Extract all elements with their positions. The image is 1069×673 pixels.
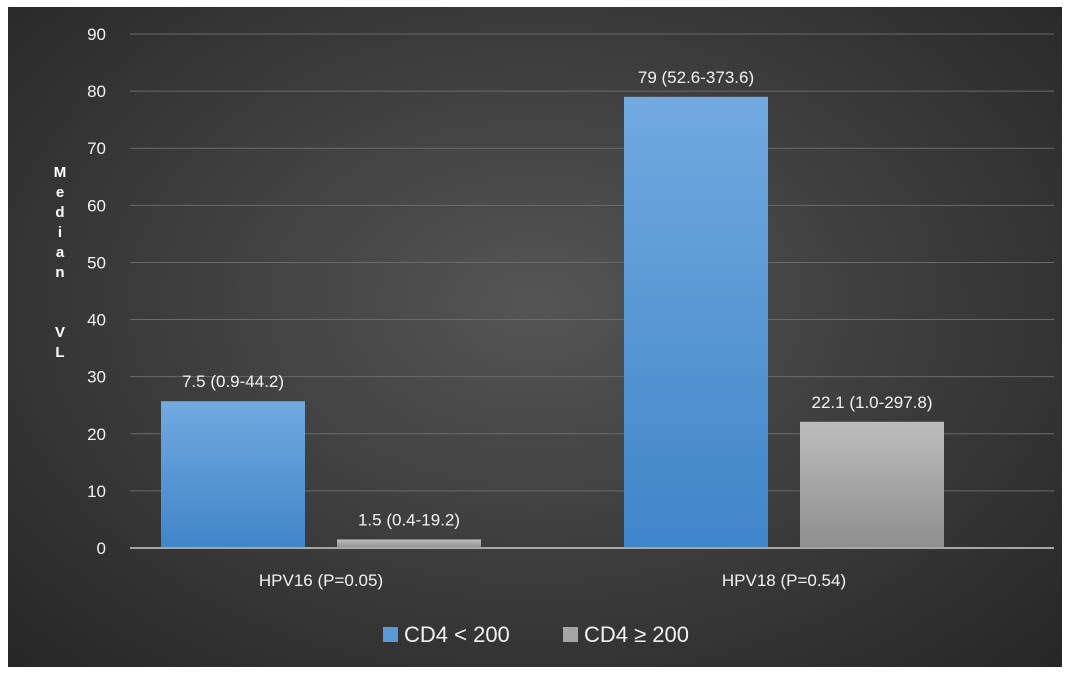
- legend-label: CD4 ≥ 200: [584, 622, 689, 647]
- y-axis-ticks: 0 10 20 30 40 50 60 70 80 90: [87, 25, 106, 558]
- bar: [161, 401, 305, 548]
- x-tick-label: HPV18 (P=0.54): [722, 571, 846, 590]
- x-tick-label: HPV16 (P=0.05): [259, 571, 383, 590]
- y-axis-title-letter: a: [56, 244, 65, 261]
- y-axis-title-letter: L: [55, 344, 64, 361]
- y-tick-label: 50: [87, 253, 106, 272]
- y-tick-label: 60: [87, 196, 106, 215]
- y-tick-label: 40: [87, 311, 106, 330]
- y-axis-title-letter: d: [55, 204, 64, 221]
- bar-data-label: 22.1 (1.0-297.8): [812, 393, 933, 412]
- y-axis-title-letter: M: [54, 164, 67, 181]
- legend-label: CD4 < 200: [404, 622, 510, 647]
- y-tick-label: 30: [87, 368, 106, 387]
- y-axis-title-letter: e: [56, 184, 64, 201]
- y-axis-title-letter: V: [55, 324, 65, 341]
- y-tick-label: 0: [97, 539, 106, 558]
- x-axis-ticks: HPV16 (P=0.05) HPV18 (P=0.54): [259, 571, 846, 590]
- y-tick-label: 70: [87, 139, 106, 158]
- y-tick-label: 80: [87, 82, 106, 101]
- bars: [161, 96, 944, 549]
- legend-swatch: [563, 627, 578, 642]
- bar: [337, 539, 481, 548]
- legend: CD4 < 200 CD4 ≥ 200: [383, 622, 689, 647]
- bar: [800, 421, 944, 548]
- y-axis-title-letter: i: [58, 224, 62, 241]
- bar-data-label: 1.5 (0.4-19.2): [358, 510, 460, 529]
- data-labels: 7.5 (0.9-44.2) 79 (52.6-373.6) 1.5 (0.4-19…: [182, 68, 933, 530]
- y-tick-label: 10: [87, 482, 106, 501]
- y-axis-title-letter: n: [55, 264, 64, 281]
- bar-data-label: 79 (52.6-373.6): [638, 68, 754, 87]
- bar: [624, 96, 768, 549]
- y-tick-label: 20: [87, 425, 106, 444]
- y-tick-label: 90: [87, 25, 106, 44]
- bar-data-label: 7.5 (0.9-44.2): [182, 372, 284, 391]
- legend-swatch: [383, 627, 398, 642]
